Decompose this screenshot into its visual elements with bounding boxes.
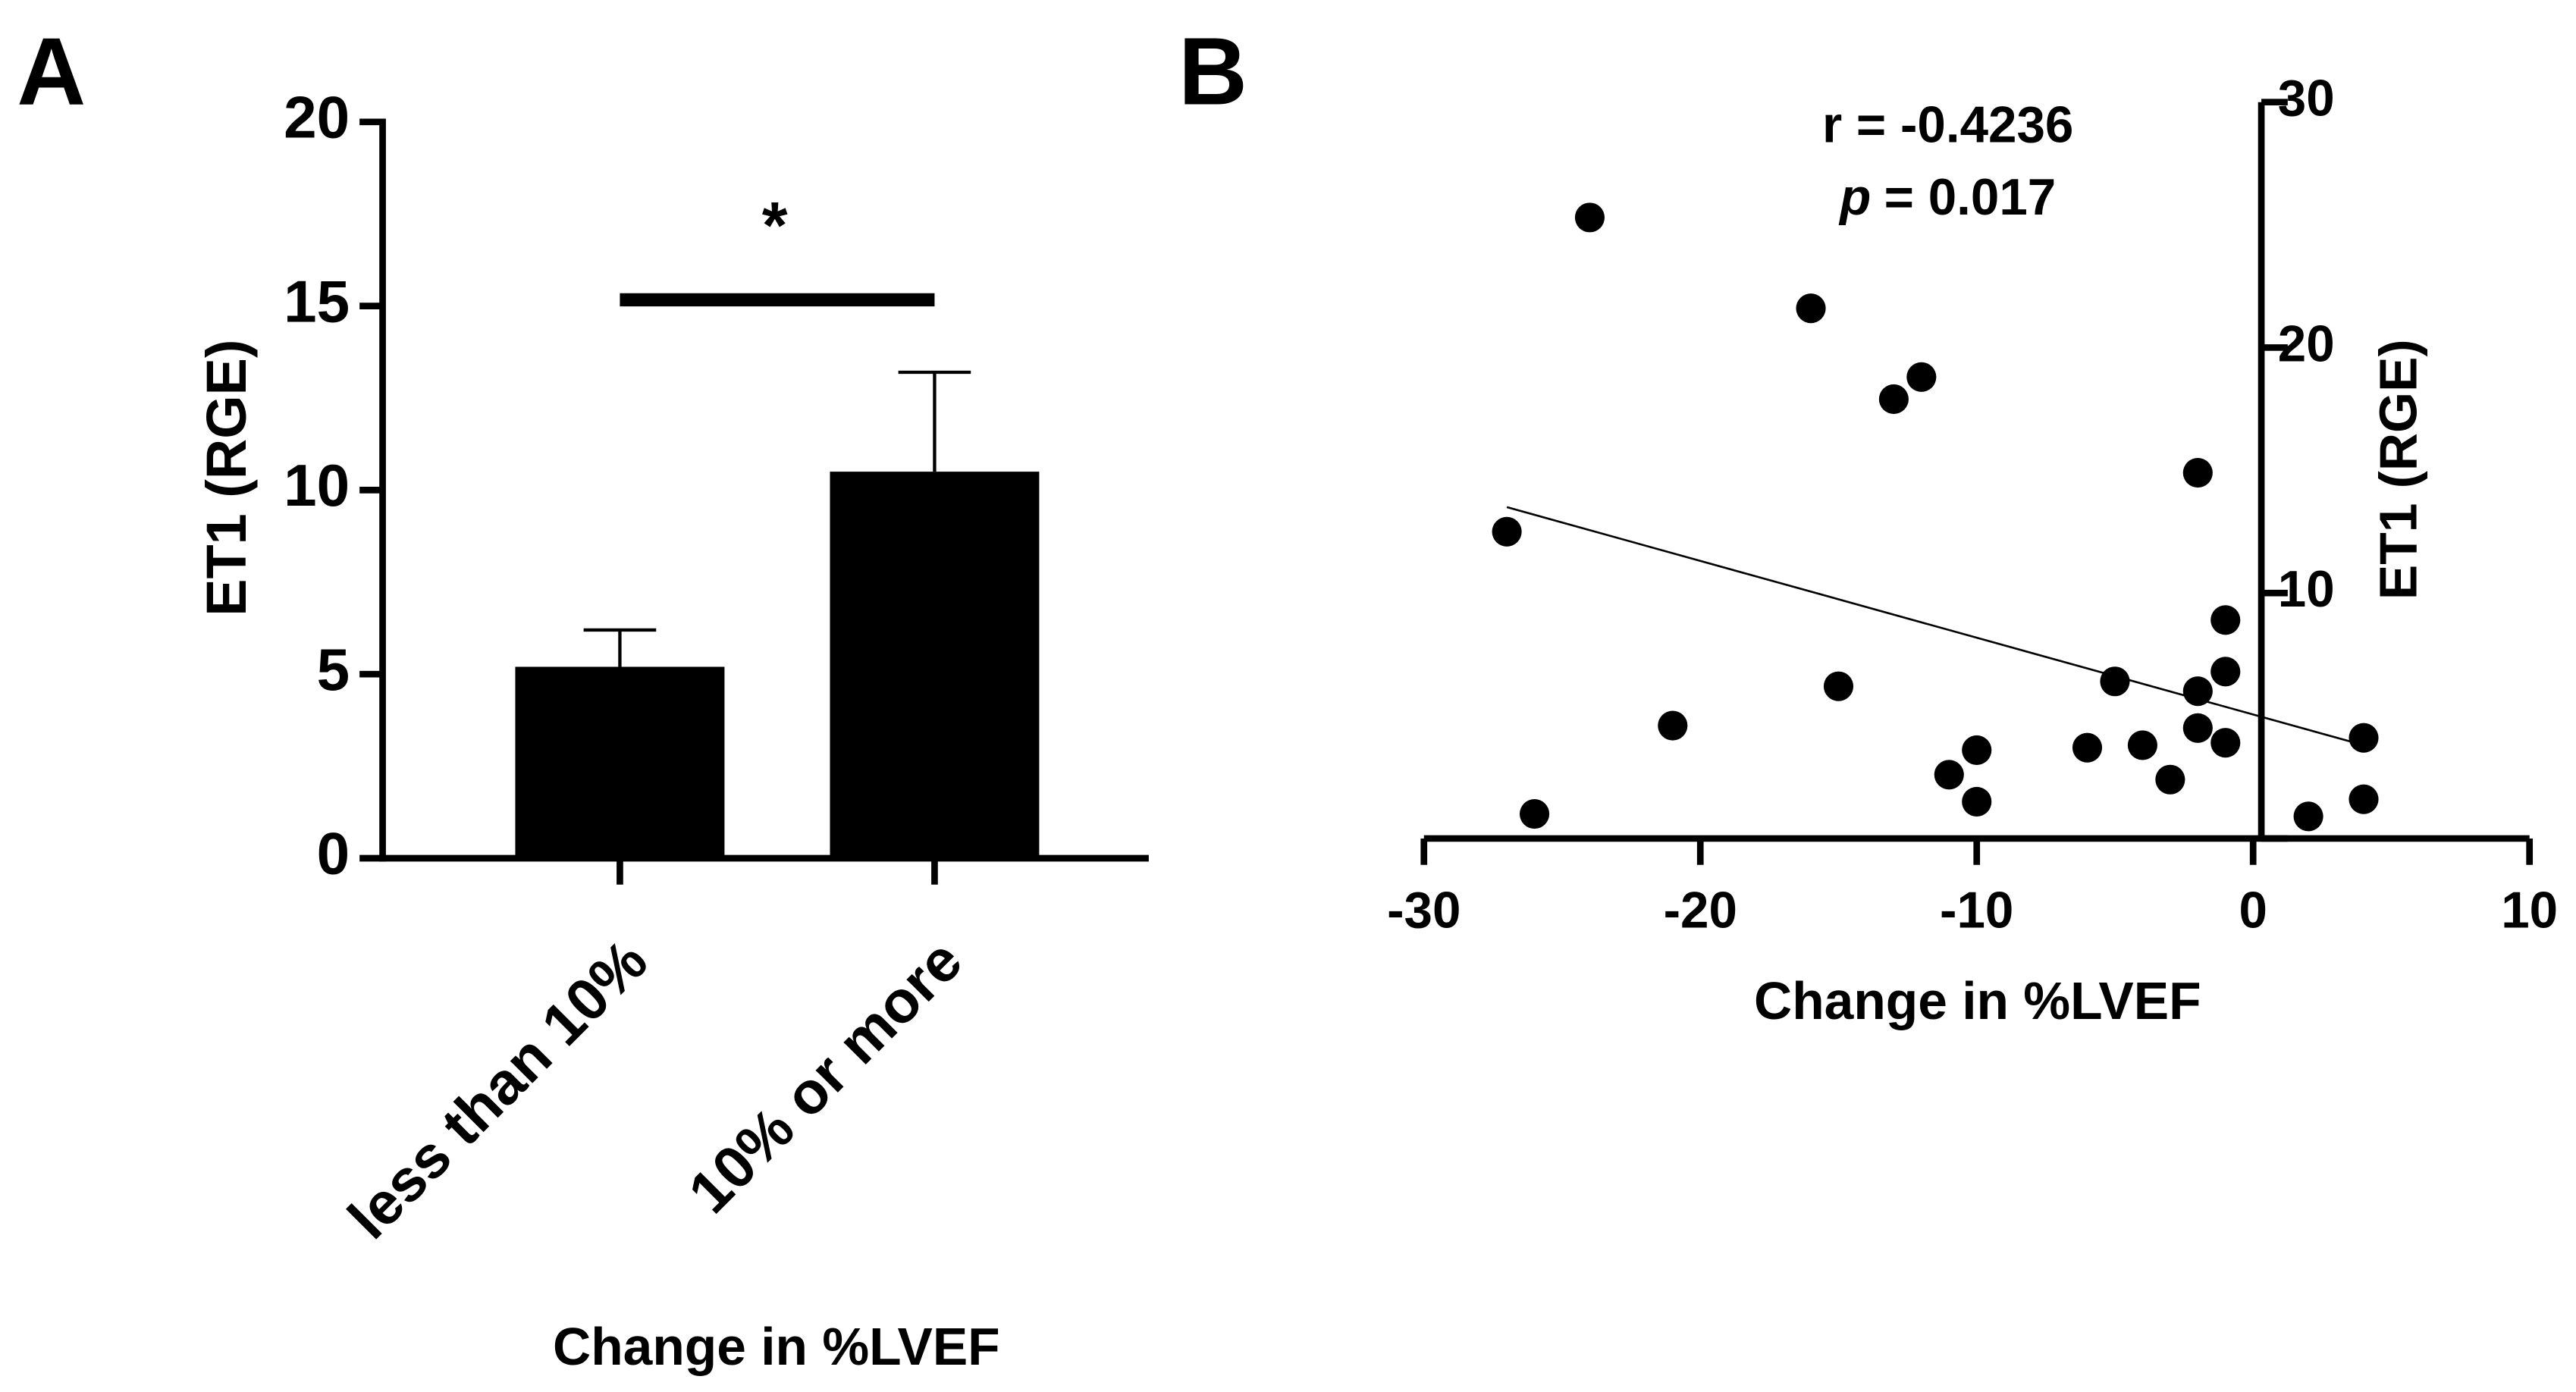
x-tick-label: less than 10%	[335, 926, 660, 1251]
data-point	[2349, 784, 2379, 814]
x-tick-label: 10	[2501, 883, 2558, 939]
data-point	[2072, 732, 2103, 763]
bar	[515, 666, 725, 859]
data-point	[1574, 202, 1605, 233]
x-tick-label: 10% or more	[676, 926, 974, 1225]
data-point	[1934, 760, 1964, 790]
y-tick-label: 5	[317, 636, 350, 703]
significance-marker: *	[762, 189, 788, 262]
data-point	[2155, 764, 2185, 795]
data-point	[1823, 671, 1854, 701]
data-point	[1878, 384, 1909, 414]
bar	[830, 472, 1040, 859]
data-point	[2127, 730, 2157, 760]
panel-label: B	[1178, 18, 1247, 125]
data-point	[2293, 801, 2323, 832]
stat-r: r = -0.4236	[1822, 96, 2073, 153]
x-tick-label: 0	[2239, 883, 2267, 939]
data-point	[1962, 735, 1992, 765]
y-tick-label: 30	[2278, 71, 2335, 127]
p-symbol: p	[1838, 169, 1871, 226]
y-tick-label: 20	[284, 83, 350, 150]
data-point	[1796, 293, 1826, 324]
y-tick-label: 10	[284, 452, 350, 519]
data-point	[2182, 713, 2213, 743]
data-point	[1519, 799, 1550, 829]
data-point	[1658, 710, 1688, 741]
y-tick-label: 20	[2278, 315, 2335, 372]
data-point	[1906, 362, 1937, 392]
data-point	[2210, 605, 2241, 635]
y-tick-label: 15	[284, 268, 350, 334]
data-point	[2182, 676, 2213, 707]
p-value: = 0.017	[1884, 169, 2057, 226]
y-axis-label: ET1 (RGE)	[195, 339, 258, 616]
x-tick-label: -30	[1387, 883, 1461, 939]
y-tick-label: 0	[317, 820, 350, 887]
stat-p: p = 0.017	[1838, 169, 2056, 226]
y-tick-label: 10	[2278, 561, 2335, 618]
x-tick-label: -20	[1664, 883, 1737, 939]
data-point	[2100, 666, 2130, 697]
data-point	[2210, 728, 2241, 758]
fit-line	[1506, 506, 2364, 747]
panel-label: A	[17, 18, 86, 125]
x-axis-label: Change in %LVEF	[553, 1317, 1000, 1376]
y-axis-label: ET1 (RGE)	[2369, 339, 2428, 600]
x-tick-label: -10	[1940, 883, 2013, 939]
data-point	[2182, 458, 2213, 488]
data-point	[2349, 723, 2379, 753]
data-point	[2210, 657, 2241, 687]
data-point	[1962, 786, 1992, 817]
x-axis-label: Change in %LVEF	[1754, 971, 2201, 1030]
data-point	[1492, 516, 1522, 547]
